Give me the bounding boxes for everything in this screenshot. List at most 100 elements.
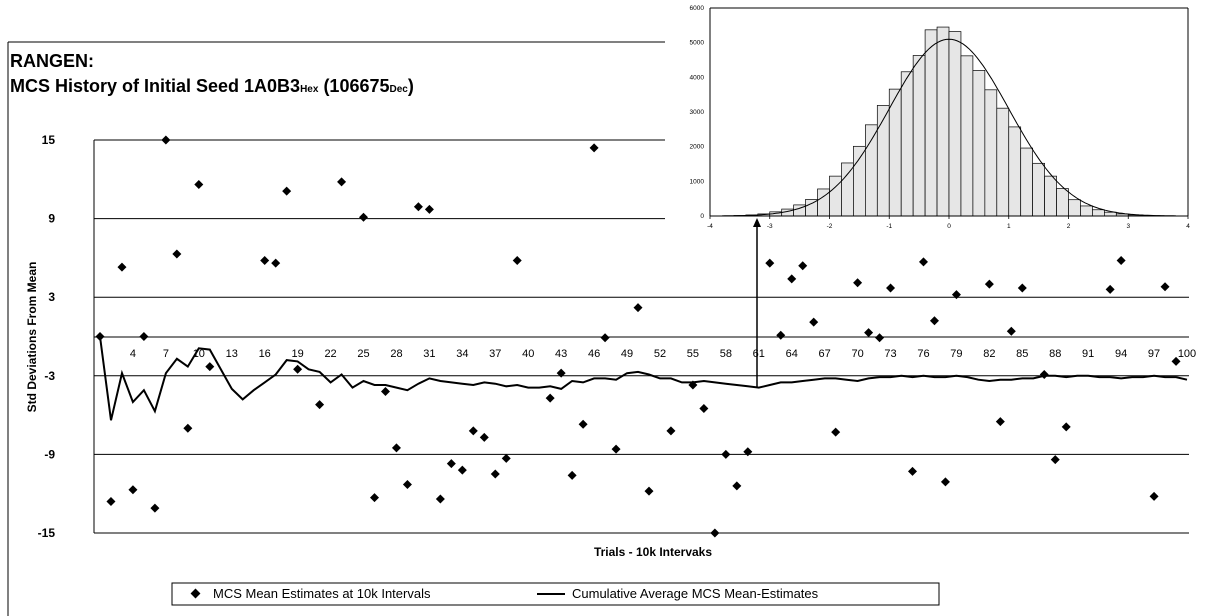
inset-y-tick-label: 4000 [690,74,705,81]
scatter-point [1039,369,1049,379]
scatter-point [194,180,204,190]
inset-x-tick-labels: -4 -3 -2 -1 0 1 2 3 4 [707,216,1190,230]
chart-frame [7,41,665,616]
scatter-point [940,477,950,487]
scatter-point [139,332,149,341]
inset-y-tick-label: 6000 [690,5,705,12]
main-gridlines [93,139,1189,534]
x-tick-label: 61 [753,348,765,360]
scatter-point [908,466,918,476]
scatter-point [984,279,994,289]
scatter-point [501,453,511,463]
histogram-bar [1103,211,1117,217]
x-tick-label: 13 [226,348,238,360]
scatter-point [633,303,643,313]
inset-x-tick-label: 2 [1067,223,1071,230]
y-tick-label: -15 [38,526,56,540]
inset-histogram: 0 1000 2000 3000 4000 5000 6000 -4 -3 -2 -1 0 1 2 3 4 [665,0,1209,240]
inset-x-tick-label: 1 [1007,223,1011,230]
y-tick-label: 15 [42,133,56,147]
x-tick-label: 46 [588,348,600,360]
scatter-point [468,426,478,436]
scatter-point [1116,256,1126,266]
x-tick-label: 88 [1049,348,1061,360]
arrow-head [753,218,761,227]
scatter-point [413,202,423,212]
histogram-bar [841,162,854,217]
scatter-point [337,177,347,187]
x-tick-label: 55 [687,348,699,360]
inset-x-tick-label: -3 [767,223,773,230]
scatter-point [666,426,676,436]
cumulative-average-line [99,336,1188,421]
scatter-point [457,465,467,475]
x-tick-label: 76 [917,348,929,360]
inset-x-tick-label: 4 [1186,223,1190,230]
chart-title-line2: MCS History of Initial Seed 1A0B3Hex (10… [10,76,414,96]
main-x-tick-labels: 4 7 10 13 16 19 22 25 28 31 34 37 40 43 46 49 52 55 58 61 64… [130,348,1196,360]
histogram-bar [829,175,842,217]
x-tick-label: 97 [1148,348,1160,360]
scatter-point [315,400,325,410]
inset-x-tick-label: -2 [827,223,833,230]
y-tick-label: -3 [44,369,55,383]
inset-y-tick-label: 3000 [690,109,705,116]
legend-label-scatter: MCS Mean Estimates at 10k Intervals [213,586,431,601]
scatter-point [951,290,961,300]
legend-label-line: Cumulative Average MCS Mean-Estimates [572,586,819,601]
x-tick-label: 82 [983,348,995,360]
x-tick-label: 22 [324,348,336,360]
histogram-bar [853,145,866,217]
scatter-point [380,387,390,397]
inset-y-tick-labels: 0 1000 2000 3000 4000 5000 6000 [690,5,705,220]
scatter-point [1061,422,1071,432]
title-sub-hex: Hex [300,84,319,95]
scatter-point [402,480,412,490]
scatter-point [106,497,116,507]
scatter-point [1160,282,1170,292]
scatter-point [600,333,610,343]
scatter-point [1105,284,1115,294]
scatter-point [446,459,456,469]
scatter-point [391,443,401,453]
x-tick-label: 85 [1016,348,1028,360]
scatter-point [260,256,270,266]
y-axis-label: Std Deviations From Mean [25,262,39,413]
scatter-point [205,362,215,372]
x-tick-label: 70 [851,348,863,360]
main-y-tick-labels: -15 -9 -3 3 9 15 [38,133,56,540]
scatter-point [161,135,171,145]
histogram-bar [888,88,902,217]
scatter-point [721,449,731,459]
histogram-bar [960,55,974,217]
scatter-point [424,204,434,214]
histogram-bar [1020,147,1034,217]
scatter-point [1006,326,1016,336]
scatter-point [611,444,621,454]
inset-x-tick-label: 0 [947,223,951,230]
scatter-point [875,333,885,343]
chart-title-line1: RANGEN: [10,51,94,71]
scatter-point [732,481,742,491]
scatter-point [787,274,797,284]
histogram-bar [1068,199,1081,217]
scatter-point [853,278,863,288]
histogram-bar [1032,162,1045,217]
histogram-bar [984,89,998,217]
x-tick-label: 34 [456,348,468,360]
histogram-bar [1044,175,1057,217]
scatter-point [995,417,1005,427]
histogram-bar [996,107,1010,217]
histogram-bar [1056,188,1069,217]
x-tick-label: 25 [357,348,369,360]
scatter-point [929,316,939,326]
scatter-point [117,262,127,272]
scatter-point [556,368,566,378]
scatter-point [918,257,928,267]
x-tick-label: 67 [819,348,831,360]
x-tick-label: 37 [489,348,501,360]
x-tick-label: 28 [390,348,402,360]
inset-normal-curve [721,38,1177,217]
scatter-point [128,485,138,495]
